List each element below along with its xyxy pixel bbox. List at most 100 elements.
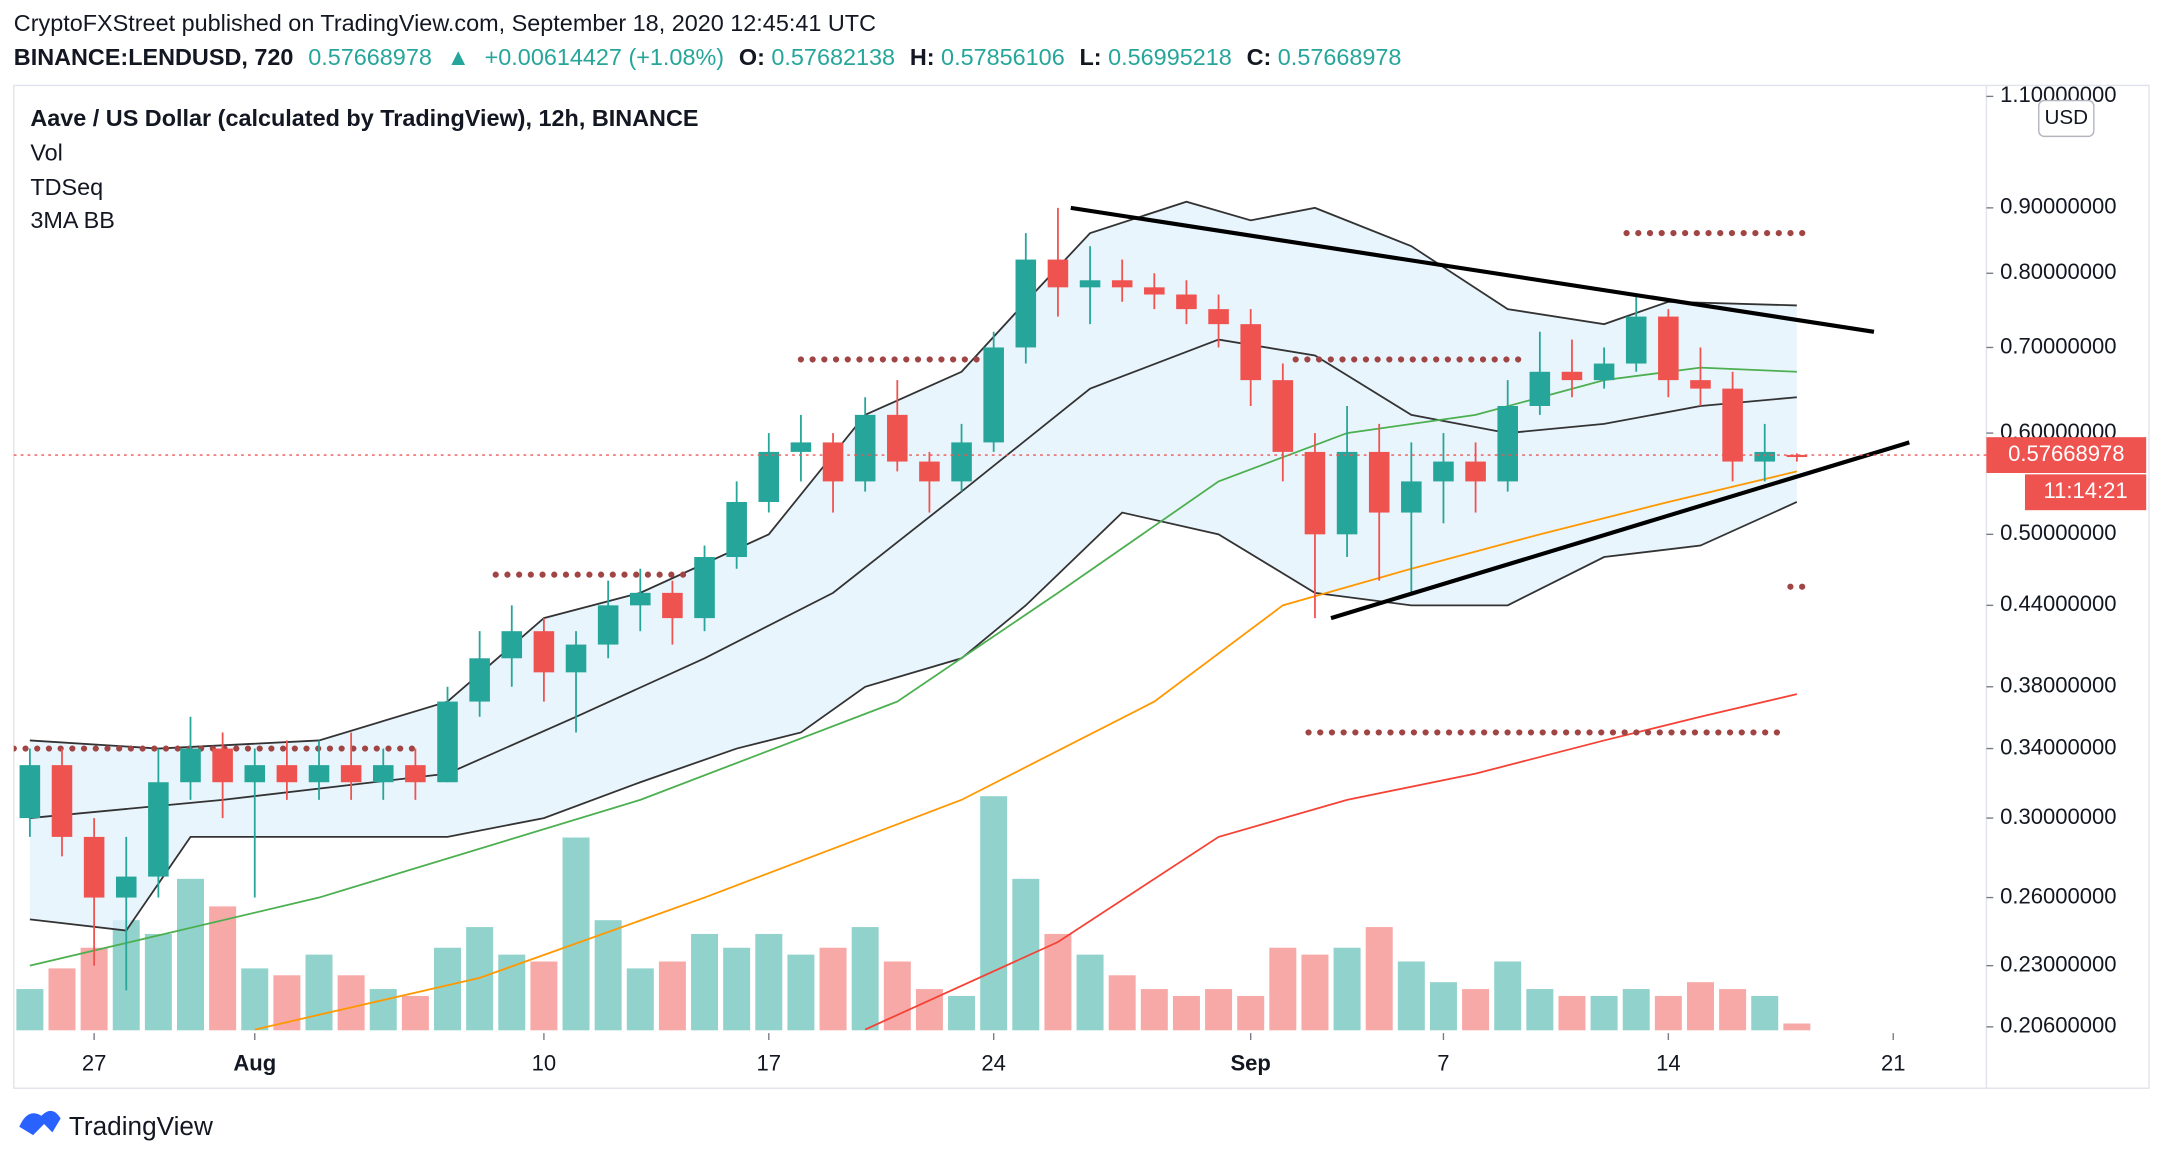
brand-name: TradingView [69, 1111, 213, 1141]
legend-item: TDSeq [30, 174, 103, 200]
volume-bar [1269, 947, 1297, 1031]
volume-bar [209, 906, 237, 1031]
currency-label: USD [2044, 106, 2088, 129]
candle-body [180, 748, 201, 783]
volume-bar [1108, 975, 1136, 1031]
candle-body [372, 765, 394, 783]
x-tick-label: 21 [1881, 1051, 1906, 1076]
volume-bar [273, 975, 301, 1031]
candle-body [19, 765, 41, 819]
volume-bar [1590, 995, 1618, 1031]
candle-body [983, 347, 1004, 443]
candle-body [1786, 454, 1808, 458]
x-tick-label: 14 [1656, 1051, 1681, 1076]
low-value: 0.56995218 [1108, 44, 1232, 70]
volume-bar [787, 954, 815, 1031]
volume-bar [1751, 995, 1779, 1031]
y-tick-label: 0.23000000 [2000, 951, 2116, 976]
legend-item: 3MA BB [30, 207, 115, 233]
candle-body [1497, 405, 1518, 482]
volume-bar [948, 995, 976, 1031]
candle-body [630, 592, 651, 606]
volume-bar [1172, 995, 1200, 1031]
candle-body [533, 631, 555, 673]
countdown-label: 11:14:21 [2044, 478, 2128, 503]
x-tick-label: 7 [1437, 1051, 1449, 1076]
volume-bar [1429, 982, 1457, 1031]
countdown-tag [2024, 474, 2147, 511]
candle-body [1465, 461, 1486, 482]
price-tag-label: 0.57668978 [2008, 441, 2124, 466]
volume-bar [658, 961, 686, 1031]
candle-body [1015, 259, 1037, 348]
candle-body [694, 557, 715, 619]
volume-bar [1654, 995, 1682, 1031]
volume-bar [1205, 989, 1233, 1031]
x-tick-label: Aug [233, 1051, 276, 1076]
y-tick-label: 0.80000000 [2000, 259, 2116, 284]
candle-body [919, 461, 940, 482]
open-label: O: [739, 44, 765, 70]
chart-title: Aave / US Dollar (calculated by TradingV… [30, 105, 698, 131]
volume-bar [1333, 947, 1361, 1031]
candle-body [1240, 324, 1261, 381]
volume-bar [144, 933, 172, 1031]
volume-bar [1783, 1023, 1811, 1031]
volume-bar [1558, 995, 1586, 1031]
volume-bar [1622, 989, 1650, 1031]
y-tick-label: 0.44000000 [2000, 591, 2116, 616]
candle-body [1658, 316, 1679, 381]
volume-bar [1526, 989, 1554, 1031]
indicator-line [864, 693, 1798, 1031]
close-label: C: [1247, 44, 1272, 70]
y-tick-label: 0.26000000 [2000, 883, 2116, 908]
arrow: ▲ [447, 44, 470, 70]
volume-bar [48, 968, 76, 1031]
plot-area: 1.100000000.900000000.800000000.70000000… [13, 82, 2147, 1076]
volume-bar [434, 947, 462, 1031]
volume-bar [1076, 954, 1104, 1031]
volume-bar [626, 968, 654, 1031]
x-tick-label: Sep [1230, 1051, 1270, 1076]
indicator-line [254, 470, 1798, 1031]
volume-bar [562, 837, 590, 1031]
volume-bar [1365, 927, 1393, 1031]
candle-body [1722, 388, 1743, 462]
y-tick-label: 0.90000000 [2000, 194, 2116, 219]
candle-body [1336, 451, 1358, 535]
candle-body [565, 644, 587, 673]
volume-bar [755, 933, 783, 1031]
candle-body [1401, 481, 1422, 513]
candle-body [1111, 280, 1133, 288]
candle-body [1561, 371, 1583, 381]
volume-bar [980, 796, 1008, 1031]
trendline [1330, 440, 1910, 621]
y-tick-label: 0.30000000 [2000, 804, 2116, 829]
volume-bar [369, 989, 397, 1031]
change: +0.00614427 (+1.08%) [485, 44, 724, 70]
candle-body [437, 701, 458, 783]
candle-body [790, 442, 812, 452]
volume-bar [851, 927, 879, 1031]
x-tick-label: 17 [757, 1051, 782, 1076]
volume-bar [241, 968, 269, 1031]
candle-body [148, 782, 169, 877]
candle-body [854, 414, 876, 482]
high-value: 0.57856106 [941, 44, 1065, 70]
candle-body [308, 765, 330, 783]
candle-body [340, 765, 362, 783]
volume-bar [723, 947, 751, 1031]
candle-body [758, 451, 780, 502]
candle-body [1368, 451, 1390, 513]
x-tick-label: 24 [981, 1051, 1006, 1076]
currency-box[interactable] [2038, 99, 2095, 138]
volume-bar [1397, 961, 1425, 1031]
candle-body [469, 658, 490, 702]
candle-body [1176, 294, 1197, 310]
legend-item: Vol [30, 139, 63, 165]
volume-bar [1462, 989, 1490, 1031]
chart-frame [13, 84, 2150, 1089]
candle-body [405, 765, 426, 783]
volume-bar [530, 961, 558, 1031]
volume-bar [337, 975, 365, 1031]
